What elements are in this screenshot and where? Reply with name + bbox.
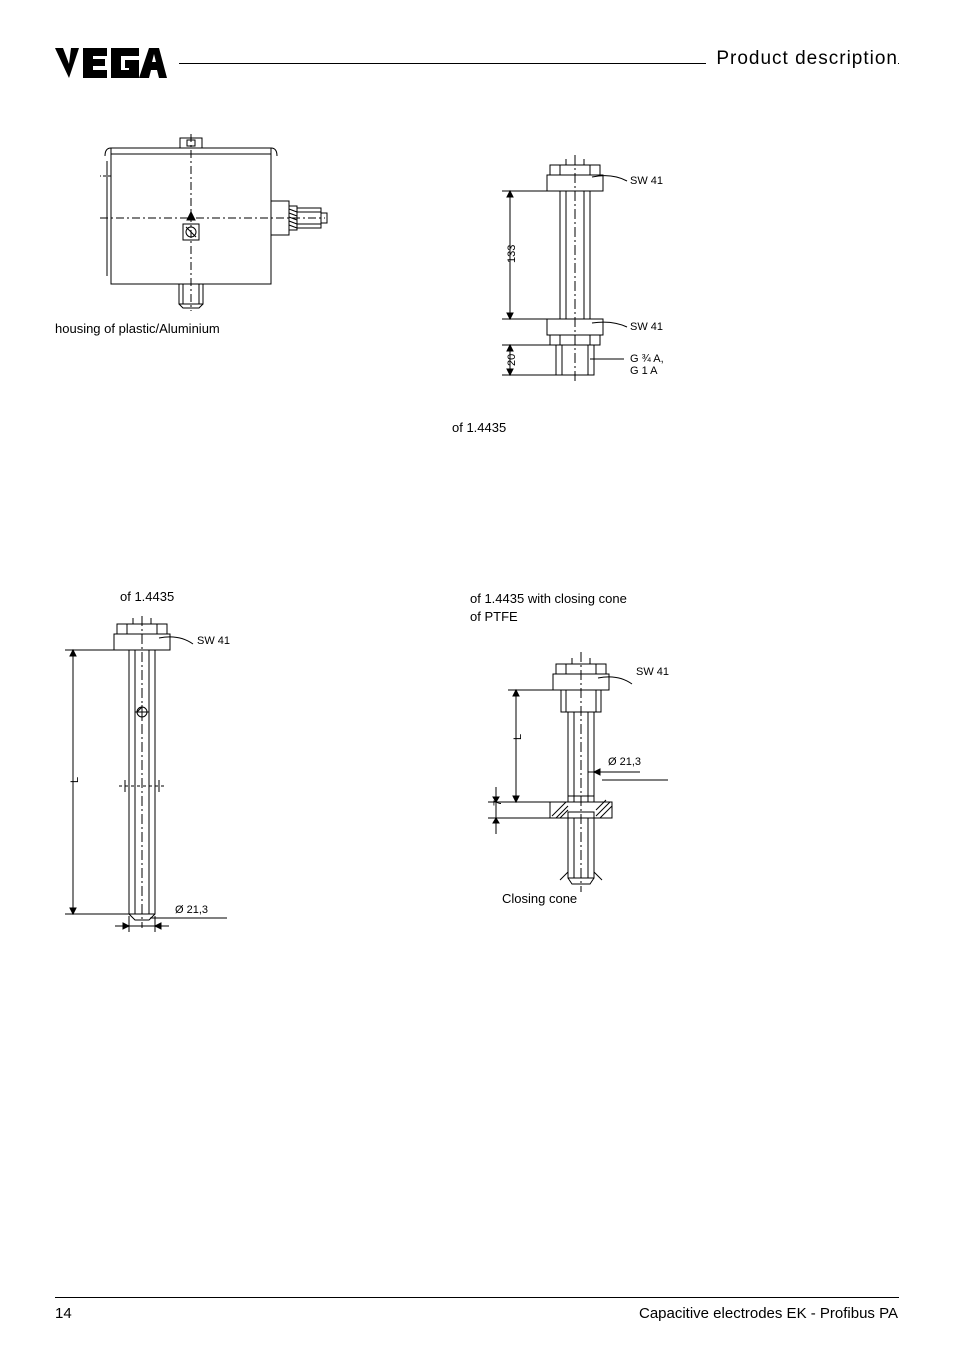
figure-tube-double: SW 41 SW 41 G ¾ A, G 1 A 133 20 of 1.443…	[452, 155, 762, 437]
label-dim-L-fig3: L	[69, 777, 81, 783]
label-dim-L-fig4: L	[512, 734, 524, 740]
figure-tube-cone: of 1.4435 with closing cone of PTFE	[470, 590, 760, 932]
label-diameter-fig3: Ø 21,3	[175, 904, 208, 916]
figure-tube-cone-caption: of 1.4435 with closing cone of PTFE	[470, 590, 760, 626]
figure-housing-caption: housing of plastic/Aluminium	[55, 320, 335, 338]
label-sw41-top: SW 41	[630, 175, 663, 187]
label-diameter-fig4: Ø 21,3	[608, 756, 641, 768]
label-dim-7-fig4: 7	[492, 800, 504, 806]
footer-rule	[55, 1297, 899, 1298]
label-closing-cone: Closing cone	[502, 890, 577, 908]
figure-tube-single-caption: of 1.4435	[120, 588, 295, 606]
figure-tube-double-caption: of 1.4435	[452, 419, 762, 437]
header-title: Product description	[706, 48, 898, 70]
label-dim-133: 133	[506, 245, 518, 263]
label-thread: G ¾ A, G 1 A	[630, 353, 664, 377]
page-number: 14	[55, 1305, 72, 1322]
label-sw41-fig4: SW 41	[636, 666, 669, 678]
label-sw41-fig3: SW 41	[197, 635, 230, 647]
figure-tube-single: of 1.4435	[55, 588, 295, 936]
figure-housing: housing of plastic/Aluminium	[55, 126, 335, 338]
footer-text: Capacitive electrodes EK - Profibus PA	[639, 1305, 898, 1322]
vega-logo	[55, 46, 167, 80]
label-dim-20: 20	[506, 354, 518, 366]
label-sw41-bottom: SW 41	[630, 321, 663, 333]
